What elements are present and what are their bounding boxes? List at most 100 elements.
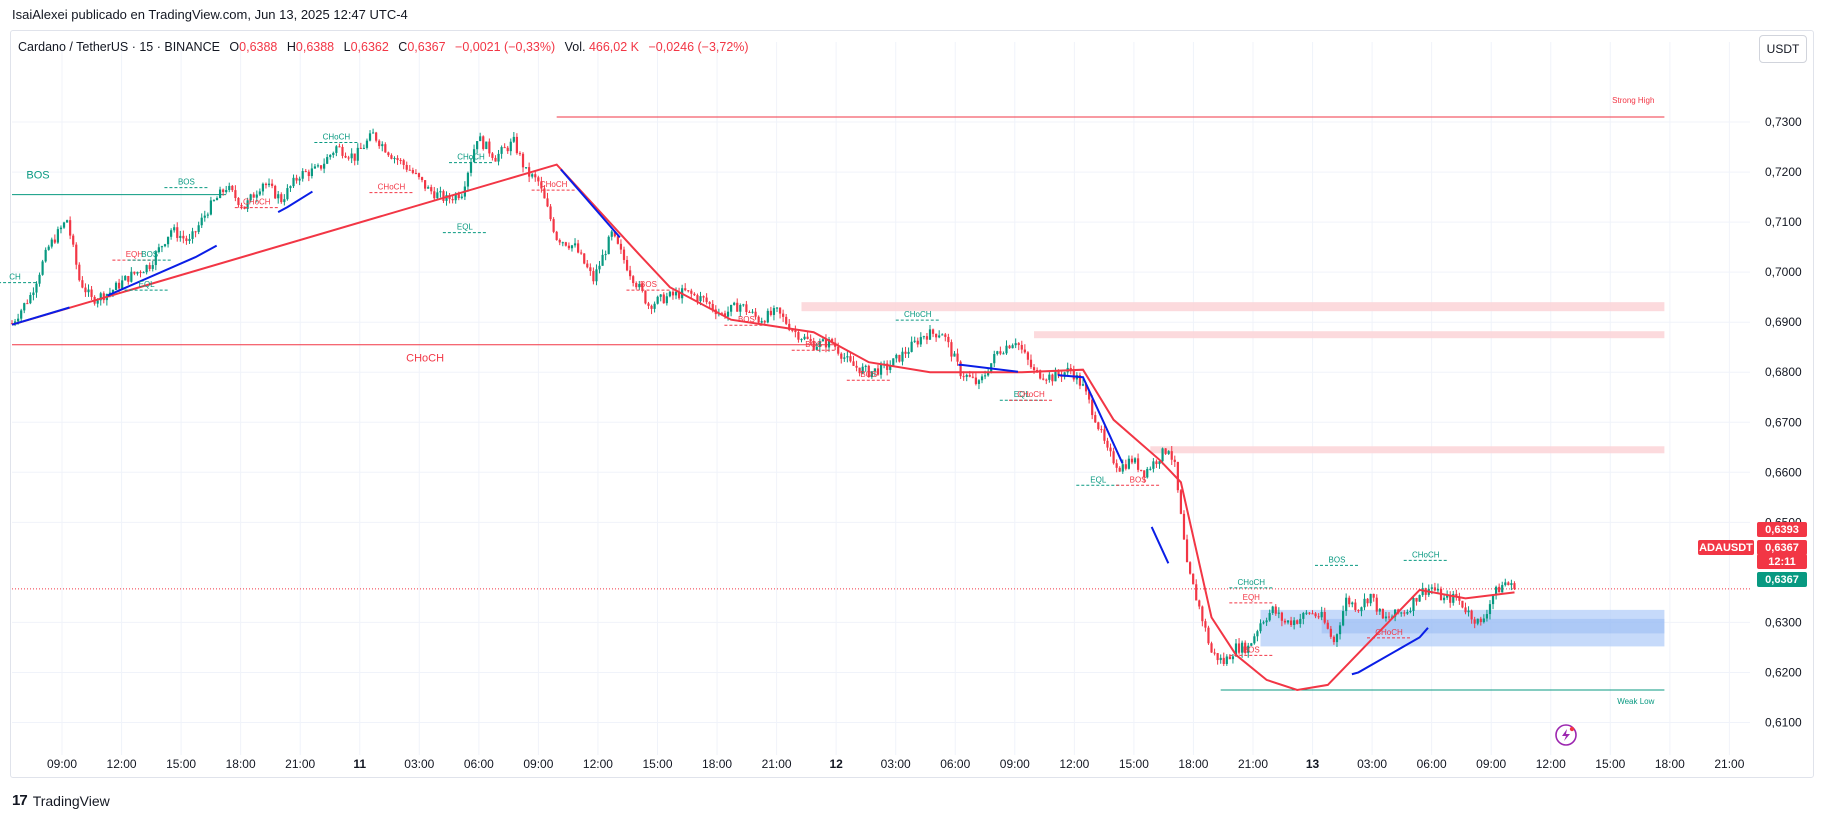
currency-button[interactable]: USDT: [1759, 35, 1807, 63]
high-label: H: [286, 40, 296, 54]
time-tick-label: 09:00: [1476, 757, 1506, 771]
candle: [62, 221, 66, 229]
candle-body: [1152, 461, 1155, 469]
candle: [182, 230, 185, 244]
symbol-name[interactable]: Cardano / TetherUS · 15 · BINANCE: [18, 40, 220, 54]
candle: [148, 262, 151, 272]
candle: [316, 163, 320, 168]
lightning-icon[interactable]: [1555, 724, 1577, 746]
candle: [29, 292, 32, 305]
current-price-tag-bg: [1757, 572, 1807, 587]
candle-body: [674, 291, 678, 296]
candle: [1005, 340, 1008, 355]
candle: [1173, 455, 1176, 467]
candle: [919, 332, 922, 347]
structure-label: EQL: [139, 280, 156, 289]
candle: [399, 158, 402, 165]
candle: [938, 330, 941, 339]
time-tick-label: 18:00: [226, 757, 256, 771]
candle: [1103, 425, 1106, 444]
candle: [1075, 372, 1078, 385]
candle-body: [170, 230, 173, 237]
candle-body: [1464, 607, 1467, 613]
candle-body: [1109, 447, 1112, 452]
candle: [1335, 633, 1339, 647]
symbol-legend[interactable]: Cardano / TetherUS · 15 · BINANCE O0,638…: [18, 40, 749, 54]
grid: [12, 42, 1750, 755]
candle-body: [469, 161, 473, 173]
price-axis[interactable]: 0,7300 0,7200 0,7100 0,7000 0,6900 0,6800 0,67…: [1765, 115, 1802, 729]
structure-label: BOS: [640, 280, 657, 289]
candle-body: [534, 174, 537, 178]
candle-body: [47, 246, 50, 250]
candle: [861, 363, 864, 375]
candle: [44, 247, 47, 263]
candle: [378, 139, 381, 149]
candle: [78, 262, 81, 282]
candle: [641, 282, 644, 293]
candle: [267, 178, 271, 188]
candle-body: [641, 283, 644, 291]
candle-body: [898, 354, 901, 362]
candle-body: [1476, 618, 1479, 624]
candle-body: [243, 206, 246, 209]
candle-body: [1375, 597, 1378, 612]
candle-body: [127, 276, 130, 282]
candle-body: [313, 166, 317, 169]
candle-body: [757, 316, 760, 323]
time-tick-label: 03:00: [881, 757, 911, 771]
candle: [647, 301, 650, 310]
candle-body: [1032, 367, 1036, 371]
candle-body: [515, 136, 518, 154]
candle-body: [809, 338, 812, 342]
candle-body: [616, 236, 619, 244]
candle-body: [203, 215, 206, 218]
structure-label: BOS: [1130, 475, 1147, 484]
candle-body: [1302, 613, 1305, 619]
candle: [971, 372, 974, 379]
candle: [840, 352, 843, 364]
candle-body: [668, 291, 671, 297]
tradingview-logo[interactable]: 17 TradingView: [12, 792, 110, 809]
candle: [916, 337, 919, 348]
candle-body: [892, 358, 895, 366]
candle: [812, 337, 815, 351]
candle: [742, 303, 745, 307]
candle-body: [1482, 618, 1485, 623]
candle: [573, 238, 577, 248]
candle: [476, 141, 479, 154]
candle-body: [864, 365, 867, 367]
time-tick-label: 09:00: [1000, 757, 1030, 771]
candle: [515, 133, 518, 155]
candle-body: [938, 335, 941, 338]
candle-body: [1289, 620, 1293, 625]
candle: [570, 244, 574, 252]
candle-body: [644, 290, 647, 304]
candle: [1412, 596, 1415, 617]
candle: [176, 222, 179, 242]
candle: [218, 186, 222, 199]
candle-body: [182, 235, 185, 239]
candle: [662, 292, 665, 304]
candle-body: [414, 172, 418, 174]
candle-body: [1345, 597, 1348, 612]
candle: [292, 174, 295, 188]
candle-body: [601, 254, 604, 266]
price-tags: 0,6393 ADAUSDT 0,6367 12:11 0,6367: [1698, 522, 1807, 587]
candle-body: [433, 191, 436, 199]
candle: [405, 161, 408, 173]
candle: [448, 193, 451, 204]
candle-body: [1045, 379, 1048, 381]
candle-body: [154, 252, 157, 266]
candle: [1231, 653, 1235, 664]
candle-body: [1189, 562, 1192, 574]
candle: [625, 255, 629, 272]
candle: [1247, 642, 1250, 658]
time-axis[interactable]: 09:00 12:00 15:00 18:00 21:00 11 03:00 06:00 09:…: [47, 757, 1745, 771]
candle: [166, 236, 170, 248]
candle: [895, 353, 898, 363]
candle: [424, 180, 427, 192]
tradingview-brand: TradingView: [32, 792, 110, 809]
candle: [390, 153, 393, 160]
